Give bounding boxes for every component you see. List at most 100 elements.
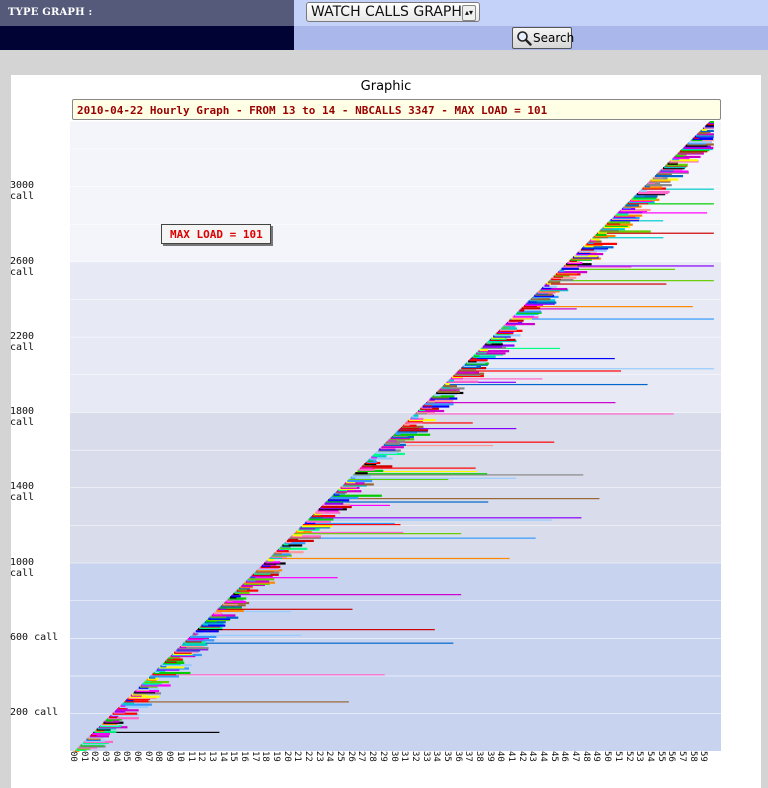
call-bar	[676, 153, 687, 156]
call-bar	[443, 385, 458, 388]
call-bar	[650, 179, 671, 182]
search-button[interactable]: Search	[512, 27, 574, 49]
call-bar	[560, 268, 676, 270]
call-bar	[447, 380, 479, 383]
call-bar	[370, 457, 393, 460]
call-bar	[157, 668, 180, 671]
call-bar	[152, 673, 177, 676]
grid-band	[70, 121, 721, 149]
call-bar	[520, 308, 577, 310]
call-bar	[170, 655, 196, 658]
call-bar	[250, 575, 256, 579]
call-bar	[326, 500, 343, 503]
grid-band	[70, 186, 721, 224]
call-bar	[604, 224, 628, 227]
call-bar	[283, 543, 289, 546]
call-bar	[508, 320, 518, 323]
call-bar	[433, 394, 441, 397]
call-bar	[291, 535, 321, 538]
call-bar	[278, 547, 308, 550]
call-bar	[79, 745, 106, 748]
call-bar	[590, 239, 596, 242]
call-bar	[163, 661, 185, 664]
call-bar	[651, 178, 679, 181]
call-bar	[500, 328, 517, 331]
graph-type-select[interactable]: WATCH CALLS GRAPH ▴▾	[306, 2, 480, 22]
call-bar	[175, 650, 199, 653]
call-bar	[92, 732, 110, 736]
call-bar	[489, 338, 516, 341]
call-bar	[619, 210, 648, 213]
call-bar	[150, 675, 179, 678]
call-bar	[138, 686, 149, 689]
call-bar	[169, 656, 181, 659]
call-bar	[373, 453, 379, 457]
call-bar	[652, 177, 668, 180]
call-bar	[706, 124, 714, 127]
call-bar	[382, 444, 494, 447]
call-bar	[233, 592, 239, 596]
call-bar	[455, 372, 485, 375]
call-bar	[306, 520, 331, 523]
call-bar	[117, 708, 128, 711]
grid-band	[70, 148, 721, 187]
call-bar	[310, 516, 323, 519]
call-bar	[141, 684, 171, 687]
call-bar	[289, 537, 536, 539]
call-bar	[697, 133, 714, 136]
call-bar	[468, 360, 477, 363]
call-bar	[252, 573, 279, 576]
call-bar	[268, 557, 510, 560]
call-bar	[266, 560, 273, 563]
call-bar	[615, 214, 643, 217]
call-bar	[182, 643, 208, 646]
call-bar	[616, 213, 629, 216]
call-bar	[179, 645, 187, 649]
call-bar	[162, 662, 181, 666]
call-bar	[265, 561, 281, 564]
call-bar	[402, 425, 424, 428]
call-bar	[488, 339, 517, 343]
call-bar	[120, 704, 126, 707]
call-bar	[504, 324, 516, 327]
call-bar	[599, 230, 651, 233]
chevron-down-icon: ▴▾	[462, 5, 476, 21]
type-graph-label-cell: TYPE GRAPH :	[0, 0, 294, 26]
call-bar	[358, 468, 375, 471]
call-bar	[104, 720, 120, 723]
call-bar	[345, 482, 365, 485]
call-bar	[620, 208, 651, 212]
call-bar	[399, 428, 517, 430]
call-bar	[453, 374, 484, 378]
call-bar	[129, 695, 160, 698]
y-tick-label: 1000 call	[10, 556, 35, 579]
call-bar	[454, 373, 481, 376]
call-bar	[187, 638, 204, 641]
call-bar	[380, 447, 396, 450]
call-bar	[335, 491, 347, 494]
call-bar	[305, 521, 316, 524]
call-bar	[470, 357, 615, 360]
call-bar	[375, 451, 397, 454]
call-bar	[323, 503, 351, 506]
call-bar	[596, 232, 714, 234]
call-bar	[568, 260, 581, 264]
call-bar	[513, 315, 534, 318]
call-bar	[86, 738, 101, 741]
call-bar	[192, 633, 197, 636]
call-bar	[503, 325, 516, 328]
call-bar	[667, 162, 678, 165]
call-bar	[613, 215, 636, 218]
call-bar	[186, 639, 215, 642]
call-bar	[510, 318, 714, 320]
call-bar	[575, 254, 589, 257]
call-bar	[342, 484, 367, 487]
call-bar	[628, 200, 655, 204]
call-bar	[118, 706, 126, 710]
call-bar	[224, 601, 250, 605]
call-bar	[645, 184, 672, 187]
call-bar	[256, 570, 274, 573]
call-bar	[235, 590, 241, 593]
call-bar	[329, 498, 600, 500]
call-bar	[95, 729, 105, 732]
